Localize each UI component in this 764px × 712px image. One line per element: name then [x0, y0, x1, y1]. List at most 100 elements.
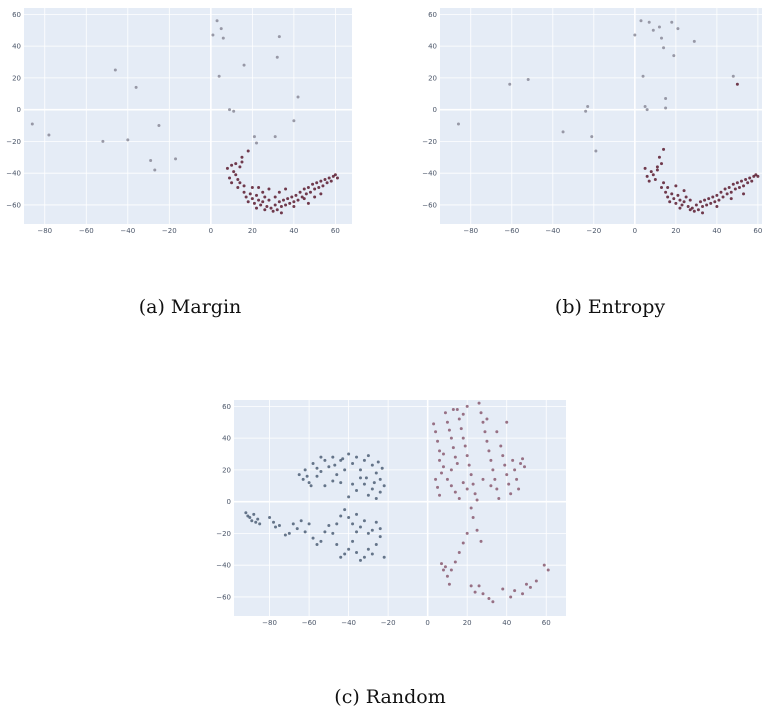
chart-margin: −80 −60 −40 −20 0 20 40 60 60 40 20 0 −20 −40 −60: [0, 0, 360, 240]
data-point: [248, 192, 252, 196]
data-point: [315, 466, 319, 470]
data-point: [230, 181, 234, 185]
data-point: [362, 458, 366, 462]
data-point: [275, 55, 279, 59]
data-point: [257, 198, 261, 202]
data-point: [521, 457, 525, 461]
data-point: [477, 401, 481, 405]
data-point: [509, 595, 513, 599]
data-point: [306, 201, 310, 205]
y-tick-label: −20: [6, 138, 21, 146]
data-point: [319, 539, 323, 543]
data-point: [376, 460, 380, 464]
data-point: [299, 519, 303, 523]
data-point: [678, 198, 682, 202]
data-point: [297, 473, 301, 477]
x-tick-label: 60: [753, 227, 762, 235]
data-point: [250, 185, 254, 189]
data-point: [238, 181, 242, 185]
x-tick-label: 0: [425, 619, 429, 627]
data-point: [682, 189, 686, 193]
data-point: [633, 33, 637, 37]
y-tick-label: 40: [12, 43, 21, 51]
x-tick-label: −20: [162, 227, 177, 235]
data-point: [238, 165, 242, 169]
data-point: [461, 481, 465, 485]
data-point: [485, 439, 489, 443]
data-point: [449, 468, 453, 472]
data-point: [754, 173, 758, 177]
data-point: [690, 206, 694, 210]
data-point: [664, 106, 668, 110]
data-point: [335, 522, 339, 526]
data-point: [286, 197, 290, 201]
data-point: [692, 39, 696, 43]
data-point: [325, 181, 329, 185]
data-point: [355, 489, 359, 493]
data-point: [434, 477, 438, 481]
y-tick-label: −20: [216, 530, 231, 538]
data-point: [267, 187, 271, 191]
y-tick-label: −40: [422, 170, 437, 178]
data-point: [290, 195, 294, 199]
data-point: [542, 563, 546, 567]
data-point: [692, 209, 696, 213]
data-point: [752, 174, 756, 178]
data-point: [725, 192, 729, 196]
data-point: [519, 462, 523, 466]
data-point: [244, 511, 248, 515]
data-point: [347, 452, 351, 456]
data-point: [234, 173, 238, 177]
data-point: [295, 527, 299, 531]
data-point: [157, 124, 161, 128]
data-point: [281, 198, 285, 202]
data-point: [521, 592, 525, 596]
data-point: [313, 187, 317, 191]
data-point: [315, 474, 319, 478]
data-point: [30, 122, 34, 126]
data-point: [471, 516, 475, 520]
data-point: [134, 85, 138, 89]
data-point: [255, 206, 259, 210]
data-point: [651, 173, 655, 177]
data-point: [343, 552, 347, 556]
data-point: [503, 463, 507, 467]
y-tick-label: 0: [227, 498, 231, 506]
data-point: [688, 198, 692, 202]
y-tick-label: −40: [6, 170, 21, 178]
data-point: [534, 579, 538, 583]
data-point: [244, 195, 248, 199]
data-point: [479, 411, 483, 415]
data-point: [101, 139, 105, 143]
data-point: [443, 565, 447, 569]
data-point: [362, 519, 366, 523]
data-point: [703, 198, 707, 202]
data-point: [284, 203, 288, 207]
data-point: [483, 430, 487, 434]
data-point: [343, 468, 347, 472]
data-point: [305, 474, 309, 478]
data-point: [366, 547, 370, 551]
data-point: [294, 193, 298, 197]
data-point: [485, 417, 489, 421]
y-tick-label: 0: [17, 106, 21, 114]
data-point: [491, 468, 495, 472]
data-point: [455, 408, 459, 412]
data-point: [311, 182, 315, 186]
data-point: [304, 192, 308, 196]
data-point: [291, 522, 295, 526]
data-point: [355, 530, 359, 534]
data-point: [508, 82, 512, 86]
data-point: [509, 492, 513, 496]
data-point: [263, 195, 267, 199]
data-point: [261, 190, 265, 194]
x-tick-label: −40: [120, 227, 135, 235]
data-point: [447, 428, 451, 432]
data-point: [441, 465, 445, 469]
x-tick-label: −20: [381, 619, 396, 627]
data-point: [343, 508, 347, 512]
data-point: [465, 531, 469, 535]
data-point: [366, 454, 370, 458]
data-point: [242, 184, 246, 188]
data-point: [733, 187, 737, 191]
